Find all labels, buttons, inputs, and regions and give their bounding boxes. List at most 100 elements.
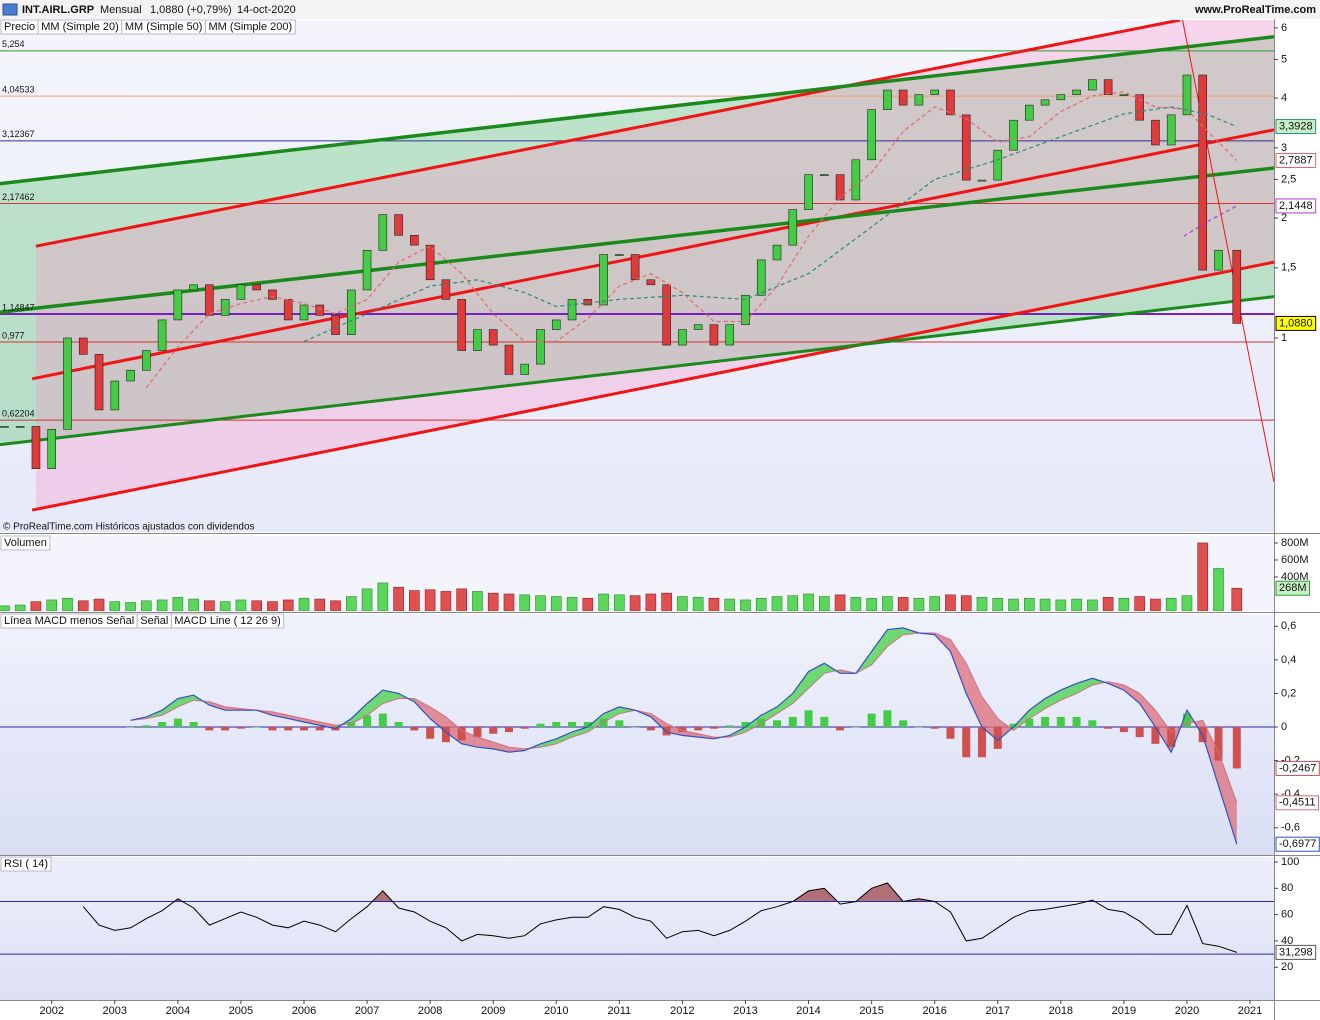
- candle: [504, 344, 514, 375]
- candle: [110, 380, 120, 411]
- histogram-bar: [410, 727, 419, 731]
- candle: [0, 426, 9, 428]
- candle: [457, 299, 466, 351]
- histogram-bar: [489, 727, 498, 734]
- histogram-bar: [631, 727, 640, 728]
- macd-fill: [288, 715, 304, 722]
- volume-bar: [550, 596, 562, 611]
- volume-bar: [929, 596, 940, 611]
- value-label: 2,1448: [1279, 200, 1313, 212]
- x-tick-label: 2020: [1175, 1005, 1199, 1017]
- y-tick-label: 800M: [1281, 537, 1309, 549]
- macd-fill: [1123, 685, 1140, 704]
- x-tick-label: 2013: [733, 1005, 757, 1017]
- value-label: -0,4511: [1279, 797, 1316, 809]
- candle: [441, 279, 451, 300]
- level-label: 4,04533: [2, 84, 35, 94]
- legend-label: MM (Simple 50): [125, 21, 203, 33]
- volume-bar: [913, 597, 925, 611]
- candle: [693, 324, 703, 330]
- macd-line: [130, 627, 1238, 845]
- trendline: [31, 260, 1274, 512]
- candle: [315, 304, 325, 316]
- histogram-bar: [426, 727, 435, 739]
- value-label-box: [1275, 198, 1317, 214]
- quote: 1,0880 (+0,79%): [150, 4, 232, 16]
- volume-bar: [456, 588, 467, 611]
- legend-box: [0, 856, 52, 872]
- volume-bar: [14, 604, 26, 611]
- macd-fill: [477, 737, 494, 749]
- y-tick-label: 0,6: [1281, 620, 1296, 632]
- volume-bar: [345, 596, 357, 611]
- macd-fill: [209, 701, 226, 711]
- histogram-bar: [883, 710, 892, 728]
- candle: [756, 259, 766, 296]
- volume-bar: [1102, 597, 1114, 611]
- histogram-bar: [268, 727, 277, 731]
- macd-fill: [950, 639, 967, 694]
- candle: [236, 284, 246, 300]
- plot-area: [0, 882, 1274, 955]
- candle: [772, 244, 782, 261]
- y-tick-label: 400M: [1281, 571, 1309, 583]
- histogram-bar: [851, 727, 860, 728]
- volume-bar: [976, 597, 988, 611]
- macd-fill: [509, 747, 525, 753]
- candle: [993, 149, 1003, 181]
- candle: [362, 249, 372, 291]
- y-tick-label: 5: [1281, 53, 1287, 65]
- legend-label: Volumen: [4, 537, 47, 549]
- x-tick-label: 2008: [418, 1005, 442, 1017]
- x-tick-label: 2021: [1238, 1005, 1262, 1017]
- volume-bar: [850, 597, 862, 611]
- candle: [1135, 94, 1144, 121]
- histogram-bar: [836, 727, 845, 731]
- histogram-bar: [441, 727, 450, 743]
- histogram-bar: [568, 721, 577, 728]
- candle: [1151, 119, 1160, 146]
- volume-bar: [204, 600, 215, 611]
- volume-bar: [93, 598, 105, 611]
- candle: [126, 369, 135, 382]
- volume-bar: [282, 599, 294, 611]
- moving-average: [1183, 205, 1238, 237]
- volume-bar: [535, 595, 546, 611]
- candle: [630, 254, 640, 281]
- signal-line: [130, 632, 1238, 803]
- macd-fill: [540, 738, 557, 748]
- volume-bar: [724, 598, 736, 611]
- macd-fill: [1076, 678, 1093, 694]
- macd-fill: [887, 627, 904, 647]
- histogram-bar: [126, 727, 135, 728]
- candle: [820, 174, 829, 176]
- value-label: -0,6977: [1279, 838, 1316, 850]
- volume-bar: [582, 597, 594, 611]
- volume-bar: [1118, 597, 1130, 611]
- histogram-bar: [773, 720, 782, 728]
- macd-fill: [792, 671, 809, 704]
- y-tick-label: 0: [1281, 721, 1287, 733]
- value-label-box: [1275, 119, 1317, 135]
- volume-bar: [267, 601, 278, 611]
- candle: [788, 209, 798, 246]
- volume-bar: [472, 591, 483, 611]
- legend-label: Línea MACD menos Señal: [4, 615, 134, 627]
- candle: [615, 254, 624, 256]
- volume-bar: [1071, 598, 1082, 611]
- x-tick-label: 2004: [166, 1005, 190, 1017]
- site: www.ProRealTime.com: [1194, 4, 1316, 16]
- candle: [804, 174, 813, 210]
- overbought-fill: [174, 883, 1095, 902]
- volume-bar: [960, 595, 972, 611]
- histogram-bar: [678, 727, 687, 733]
- candle: [142, 350, 151, 371]
- level-label: 5,254: [2, 39, 25, 49]
- histogram-bar: [252, 727, 261, 728]
- histogram-bar: [946, 727, 955, 739]
- candle: [31, 426, 41, 469]
- macd-fill: [382, 690, 399, 704]
- value-label-box: [1275, 315, 1317, 331]
- volume-bar: [1023, 597, 1035, 611]
- candle: [268, 289, 277, 300]
